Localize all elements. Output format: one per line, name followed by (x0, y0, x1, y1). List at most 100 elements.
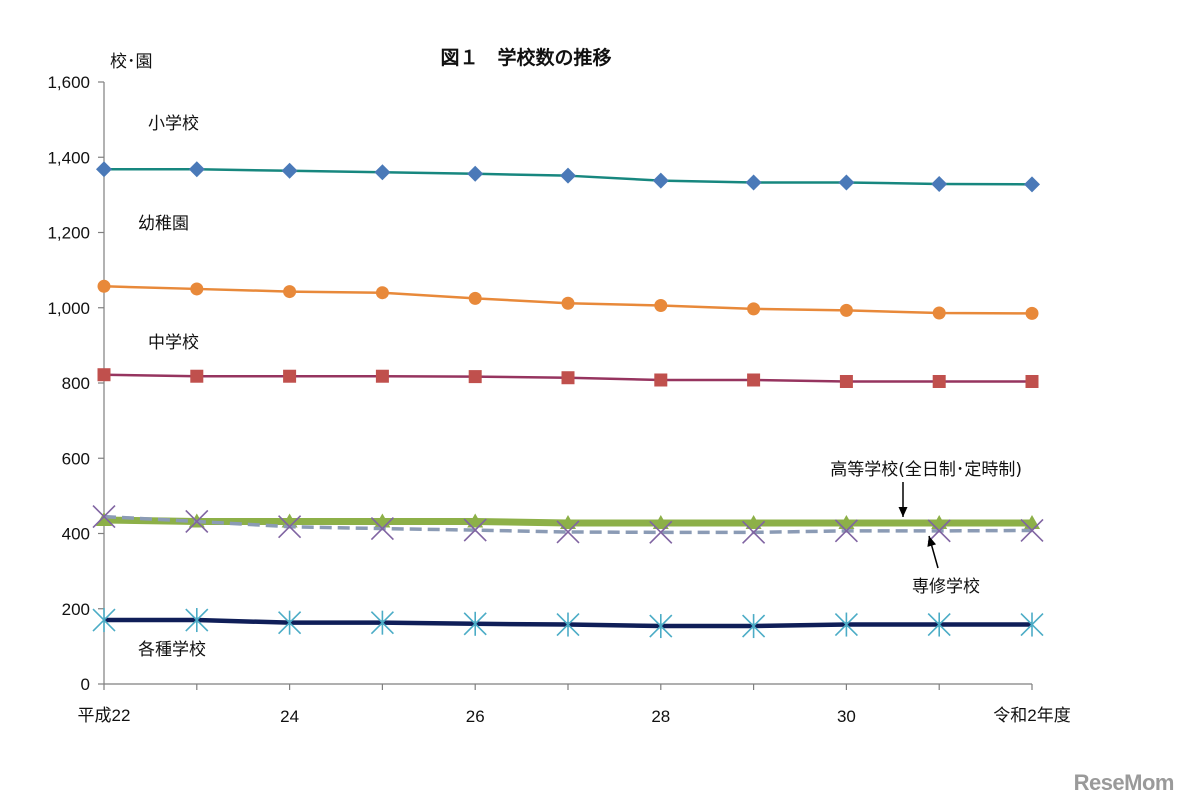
data-point (652, 172, 669, 189)
series-label-specialized-training: 専修学校 (912, 577, 980, 597)
data-point (747, 302, 761, 316)
series-label-junior-high: 中学校 (148, 333, 199, 353)
data-point (375, 286, 389, 300)
data-point (283, 369, 297, 383)
watermark-logo: ReseMom (1073, 770, 1175, 795)
data-point (190, 369, 204, 383)
data-point (190, 282, 204, 296)
y-tick-label: 1,000 (47, 299, 90, 318)
specialized-training-callout-arrow (927, 535, 939, 569)
data-point (96, 161, 112, 178)
data-point (185, 608, 209, 633)
data-point (927, 519, 951, 543)
series-junior-high (97, 368, 1039, 388)
high-school-callout-arrow (898, 482, 908, 517)
data-point (97, 368, 111, 382)
axes: 0 200 400 600 800 1,000 1,200 1,400 1,600 平成22 24 2… (47, 73, 1070, 726)
y-tick-label: 1,600 (47, 73, 90, 92)
data-point (92, 505, 116, 529)
x-tick-label: 30 (837, 707, 856, 726)
data-point (742, 614, 766, 639)
series-line (103, 514, 1033, 535)
data-point (1020, 518, 1044, 543)
data-point (561, 296, 575, 310)
series-miscellaneous (92, 608, 1044, 639)
series-label-kindergarten: 幼稚園 (138, 214, 189, 234)
data-point (1025, 306, 1039, 320)
data-point (468, 291, 482, 305)
data-point (281, 513, 298, 528)
data-point (839, 303, 853, 317)
x-tick-label: 24 (280, 707, 299, 726)
series-group (92, 161, 1044, 639)
data-point (556, 520, 580, 544)
data-point (654, 298, 668, 312)
x-tick-label: 28 (651, 707, 670, 726)
data-point (370, 610, 394, 635)
series-label-elementary: 小学校 (148, 114, 199, 134)
data-point (97, 279, 111, 293)
series-label-miscellaneous: 各種学校 (138, 640, 206, 660)
data-point (839, 374, 853, 388)
data-point (745, 514, 762, 529)
y-tick-label: 600 (62, 449, 90, 468)
data-point (283, 285, 297, 299)
data-point (649, 614, 673, 639)
data-point (278, 515, 302, 539)
data-point (1024, 176, 1040, 193)
y-tick-label: 400 (62, 525, 90, 544)
y-tick-label: 800 (62, 374, 90, 393)
data-point (560, 514, 576, 529)
data-point (281, 162, 298, 179)
data-point (188, 161, 205, 178)
data-point (96, 511, 112, 526)
data-point (92, 608, 116, 633)
y-tick-label: 200 (62, 600, 90, 619)
data-point (927, 612, 951, 637)
x-tick-label: 26 (466, 707, 485, 726)
data-point (1020, 612, 1044, 637)
y-axis-unit-label: 校･園 (110, 52, 153, 72)
data-point (931, 175, 948, 192)
data-point (1025, 374, 1039, 388)
data-point (468, 370, 482, 384)
y-tick-label: 1,400 (47, 148, 90, 167)
data-point (185, 509, 209, 534)
data-point (652, 514, 669, 529)
data-point (834, 519, 858, 543)
data-point (742, 520, 766, 544)
data-point (278, 610, 302, 635)
data-point (649, 520, 673, 544)
x-tick-label: 平成22 (78, 706, 131, 725)
data-point (747, 373, 761, 387)
data-point (654, 373, 668, 387)
data-point (838, 514, 855, 529)
data-point (932, 374, 946, 388)
data-point (838, 174, 855, 191)
data-point (463, 518, 487, 542)
data-point (560, 167, 576, 184)
data-point (374, 164, 391, 181)
data-point (467, 513, 484, 528)
series-label-high-school: 高等学校(全日制･定時制) (830, 460, 1022, 480)
data-point (932, 306, 946, 320)
data-point (931, 514, 948, 529)
data-point (834, 612, 858, 637)
data-point (467, 165, 484, 182)
data-point (375, 369, 389, 383)
x-tick-label: 令和2年度 (993, 706, 1070, 725)
y-tick-label: 0 (81, 675, 90, 694)
data-point (463, 611, 487, 636)
data-point (556, 612, 580, 637)
chart-title: 図１ 学校数の推移 (440, 46, 611, 69)
data-point (370, 517, 394, 541)
y-tick-label: 1,200 (47, 224, 90, 243)
data-point (745, 174, 762, 191)
series-high-school (96, 511, 1040, 529)
series-elementary (96, 161, 1040, 193)
series-specialized-training (92, 505, 1044, 544)
series-kindergarten (97, 279, 1039, 320)
data-point (561, 371, 575, 385)
